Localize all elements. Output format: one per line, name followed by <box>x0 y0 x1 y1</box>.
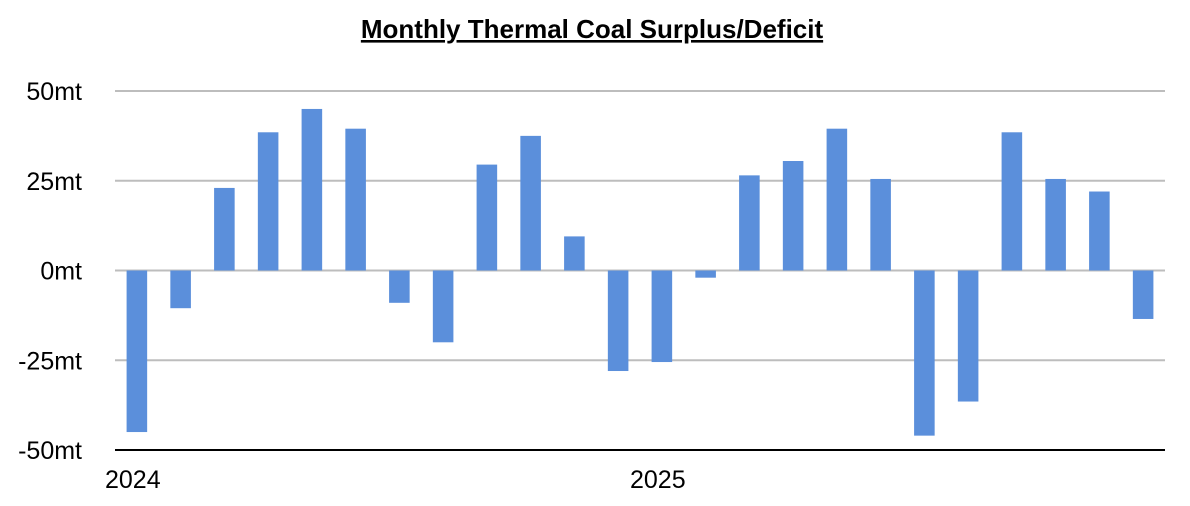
x-tick-label: 2025 <box>630 466 686 494</box>
gridlines <box>115 90 1165 451</box>
bar <box>564 236 585 271</box>
x-tick-label: 2024 <box>105 466 161 494</box>
bar <box>782 161 804 271</box>
chart-title: Monthly Thermal Coal Surplus/Deficit <box>361 14 824 44</box>
bar <box>1001 132 1023 271</box>
bar <box>170 270 191 309</box>
y-tick-label: 25mt <box>26 168 82 196</box>
bar <box>1045 178 1066 271</box>
bar <box>301 108 323 271</box>
bar <box>957 270 979 402</box>
bar <box>870 178 891 271</box>
bar <box>607 270 629 372</box>
bar <box>126 270 148 433</box>
x-axis-labels: 2024 2025 <box>105 466 686 494</box>
bar <box>389 270 410 303</box>
bar <box>826 128 848 271</box>
bar <box>432 270 454 343</box>
y-axis-labels: 50mt 25mt 0mt -25mt -50mt <box>18 78 82 465</box>
bar <box>345 128 366 271</box>
bar <box>1089 191 1110 271</box>
bar <box>476 164 498 271</box>
bar <box>651 270 673 363</box>
y-tick-label: 0mt <box>40 258 82 286</box>
y-tick-label: 50mt <box>26 78 82 106</box>
bar <box>1132 270 1154 319</box>
bar <box>257 132 279 271</box>
y-tick-label: -25mt <box>18 347 82 375</box>
bar <box>214 187 235 271</box>
bar <box>914 270 935 436</box>
bar <box>520 135 541 271</box>
bar <box>739 175 760 271</box>
y-tick-label: -50mt <box>18 437 82 465</box>
bars <box>126 108 1154 436</box>
bar <box>695 270 716 278</box>
